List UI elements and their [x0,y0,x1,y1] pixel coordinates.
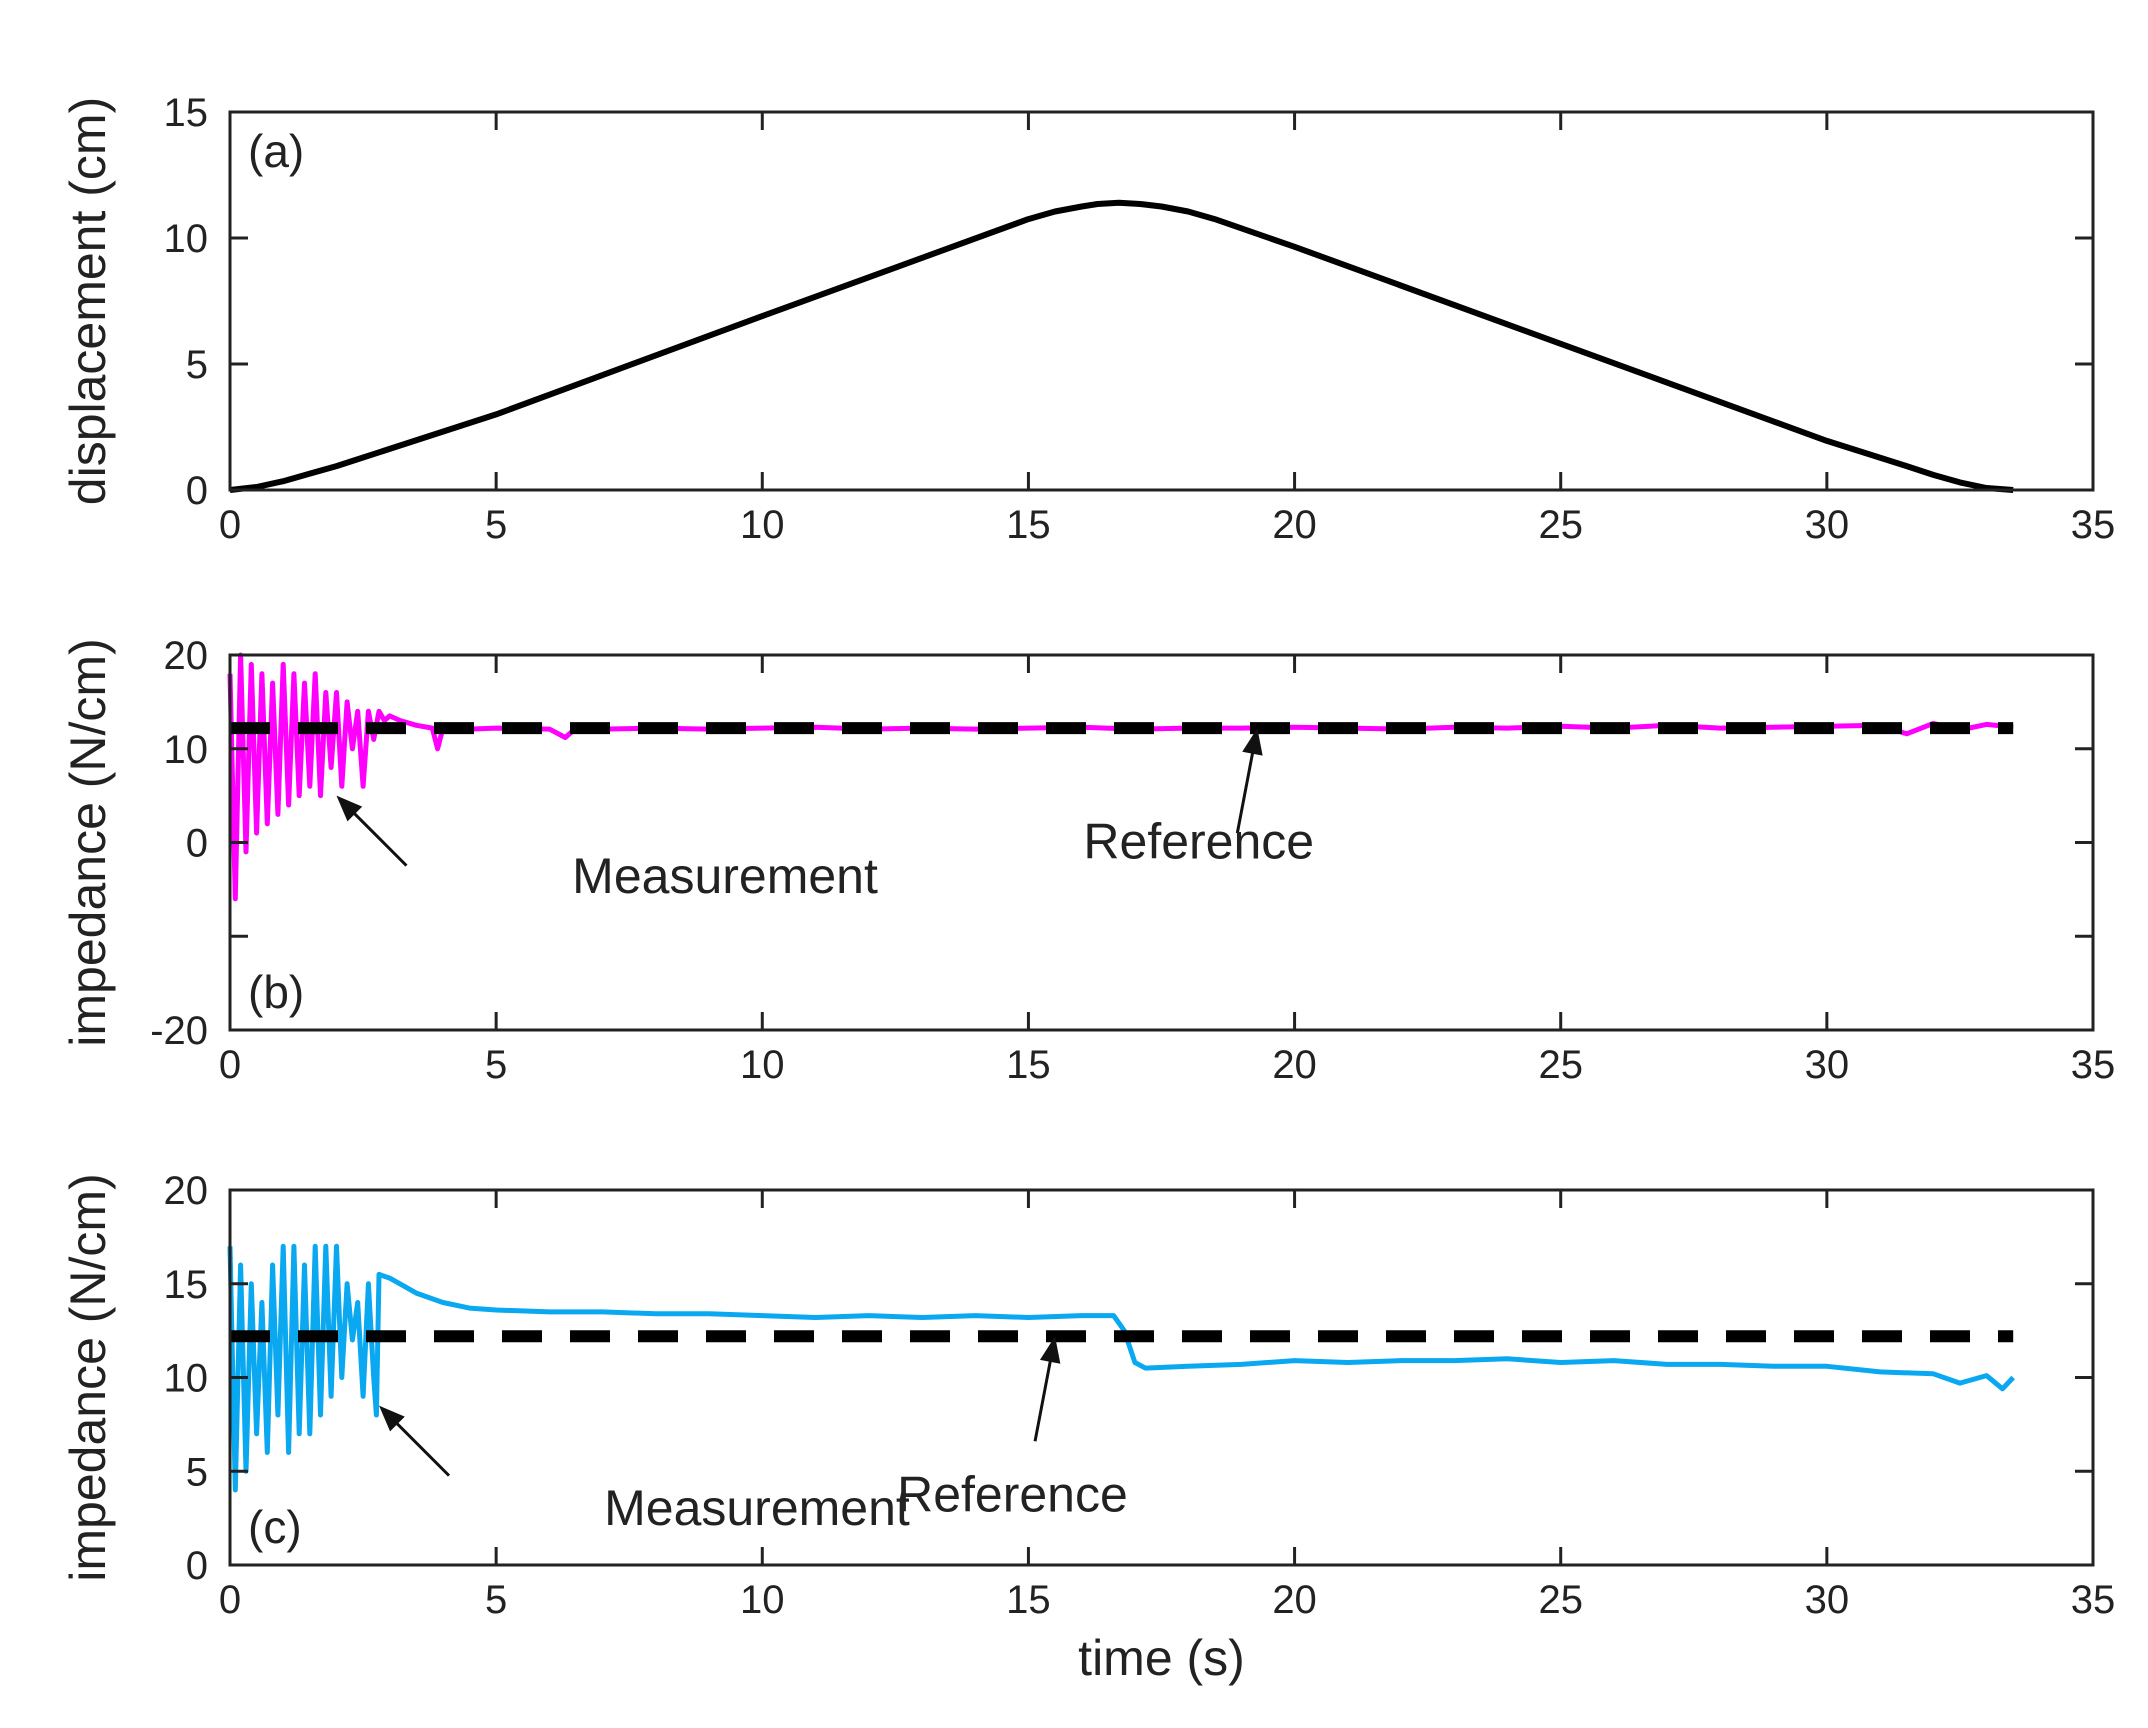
x-tick-label: 20 [1272,1043,1317,1087]
y-axis-label: displacement (cm) [60,97,116,505]
x-tick-label: 30 [1805,1578,1850,1622]
series-measurement-line [227,1243,2016,1493]
axes-frame [228,1188,2095,1567]
annotation-arrowhead [336,795,363,822]
annotation-reference-label: Reference [1083,814,1314,870]
x-axis-label: time (s) [1078,1630,1245,1686]
annotation-arrow-shaft [1033,1354,1053,1442]
panel-label: (c) [248,1501,302,1553]
x-tick-label: 10 [740,1043,785,1087]
x-tick-label: 0 [219,1043,241,1087]
y-axis-label: impedance (N/cm) [60,638,116,1046]
y-axis-label: impedance (N/cm) [60,1173,116,1581]
x-tick-label: 25 [1538,1578,1583,1622]
y-tick-label: -20 [150,1009,208,1053]
x-tick-label: 25 [1538,1043,1583,1087]
x-tick-label: 15 [1006,1578,1051,1622]
x-tick-label: 15 [1006,503,1051,547]
x-tick-label: 35 [2071,1043,2116,1087]
y-tick-label: 5 [186,1450,208,1494]
x-tick-label: 35 [2071,503,2116,547]
annotation-reference-label: Reference [897,1467,1128,1523]
y-tick-label: 5 [186,343,208,387]
x-tick-label: 35 [2071,1578,2116,1622]
annotation-arrowhead [379,1405,405,1432]
x-tick-label: 0 [219,1578,241,1622]
x-tick-label: 15 [1006,1043,1051,1087]
panel-c: 0 5 10 15 20 25 30 35 0 5 10 15 20 impedance (N/cm) ti… [60,1169,2115,1686]
x-tick-label: 20 [1272,503,1317,547]
panel-label: (a) [248,125,304,177]
x-tick-label: 0 [219,503,241,547]
annotation-arrow-shaft [347,807,408,867]
y-tick-label: 10 [164,728,209,772]
x-tick-label: 5 [485,1043,507,1087]
series-displacement-line [229,199,2014,493]
y-tick-label: 15 [164,1263,209,1307]
y-tick-label: 10 [164,1357,209,1401]
x-tick-label: 20 [1272,1578,1317,1622]
annotation-measurement-label: Measurement [572,848,878,904]
x-tick-label: 25 [1538,503,1583,547]
y-tick-label: 20 [164,1169,209,1213]
y-tick-label: 20 [164,634,209,678]
annotation-arrow-shaft [390,1417,451,1477]
annotation-arrowhead [1039,1336,1061,1364]
y-tick-label: 0 [186,469,208,513]
y-tick-label: 15 [164,91,209,135]
x-tick-label: 30 [1805,503,1850,547]
annotation-measurement-label: Measurement [604,1480,910,1536]
x-tick-label: 30 [1805,1043,1850,1087]
y-tick-label: 10 [164,217,209,261]
x-tick-label: 5 [485,503,507,547]
annotation-arrowhead [1242,728,1263,756]
axes-frame [228,110,2095,492]
y-tick-label: 0 [186,822,208,866]
panel-a: 0 5 10 15 20 25 30 35 0 5 10 15 displacement (cm) (a) [60,91,2115,547]
panel-label: (b) [248,966,304,1018]
x-tick-label: 5 [485,1578,507,1622]
x-tick-label: 10 [740,1578,785,1622]
x-tick-label: 10 [740,503,785,547]
y-tick-label: 0 [186,1544,208,1588]
annotation-arrow-shaft [1235,746,1256,834]
